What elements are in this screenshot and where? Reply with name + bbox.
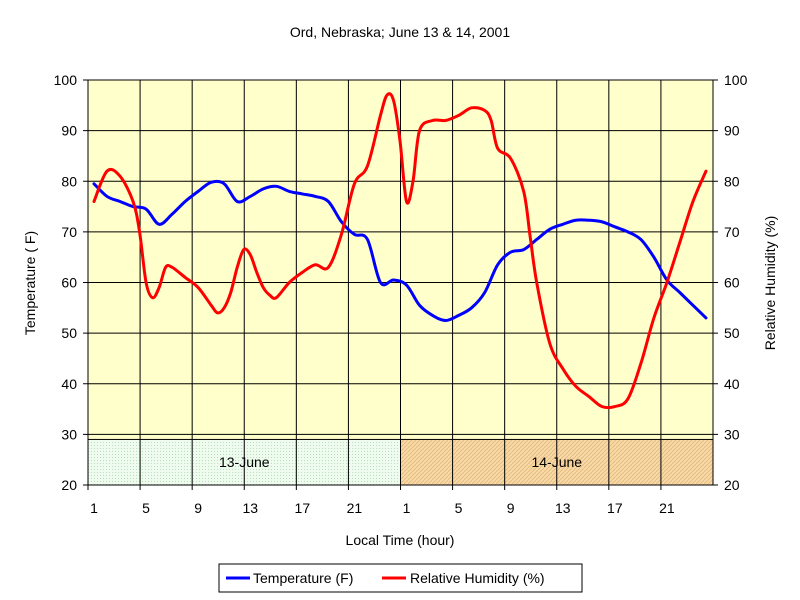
y-tick-label-right: 100 (724, 72, 748, 88)
y-axis-right-label: Relative Humidity (%) (762, 216, 778, 351)
x-tick-label: 5 (455, 500, 463, 516)
series-lines (92, 92, 708, 410)
legend-label-temperature: Temperature (F) (253, 570, 353, 586)
chart-title: Ord, Nebraska; June 13 & 14, 2001 (290, 24, 510, 40)
y-tick-label-right: 30 (724, 426, 740, 442)
y-tick-label-right: 70 (724, 224, 740, 240)
legend: Temperature (F) Relative Humidity (%) (218, 563, 583, 593)
x-tick-label: 13 (555, 500, 571, 516)
x-axis-label: Local Time (hour) (346, 532, 455, 548)
y-tick-label-left: 70 (61, 224, 77, 240)
humidity-line (92, 92, 708, 410)
x-tick-label: 13 (242, 500, 258, 516)
y-tick-label-left: 60 (61, 275, 77, 291)
y-tick-label-left: 90 (61, 123, 77, 139)
temperature-line (92, 179, 708, 322)
y-tick-label-right: 60 (724, 275, 740, 291)
y-tick-label-left: 80 (61, 173, 77, 189)
x-tick-label: 1 (90, 500, 98, 516)
y-axis-left-ticks: 20 30 40 50 60 70 80 90 100 (54, 72, 88, 493)
x-tick-label: 1 (403, 500, 411, 516)
y-tick-label-right: 90 (724, 123, 740, 139)
legend-label-humidity: Relative Humidity (%) (410, 570, 545, 586)
y-tick-label-right: 50 (724, 325, 740, 341)
x-tick-label: 9 (507, 500, 515, 516)
y-tick-label-right: 40 (724, 376, 740, 392)
x-tick-label: 21 (659, 500, 675, 516)
y-tick-label-left: 50 (61, 325, 77, 341)
x-tick-label: 21 (347, 500, 363, 516)
y-tick-label-left: 40 (61, 376, 77, 392)
y-axis-left-label: Temperature ( F) (22, 231, 38, 335)
x-tick-label: 17 (607, 500, 623, 516)
y-axis-right-ticks: 20 30 40 50 60 70 80 90 100 (713, 72, 748, 493)
y-tick-label-right: 20 (724, 477, 740, 493)
x-tick-label: 9 (194, 500, 202, 516)
y-tick-label-left: 100 (54, 72, 78, 88)
y-tick-label-left: 20 (61, 477, 77, 493)
x-tick-label: 5 (142, 500, 150, 516)
y-tick-label-right: 80 (724, 173, 740, 189)
x-tick-label: 17 (295, 500, 311, 516)
x-axis-ticks: 1 5 9 13 17 21 1 5 9 13 17 21 (87, 485, 675, 516)
y-tick-label-left: 30 (61, 426, 77, 442)
